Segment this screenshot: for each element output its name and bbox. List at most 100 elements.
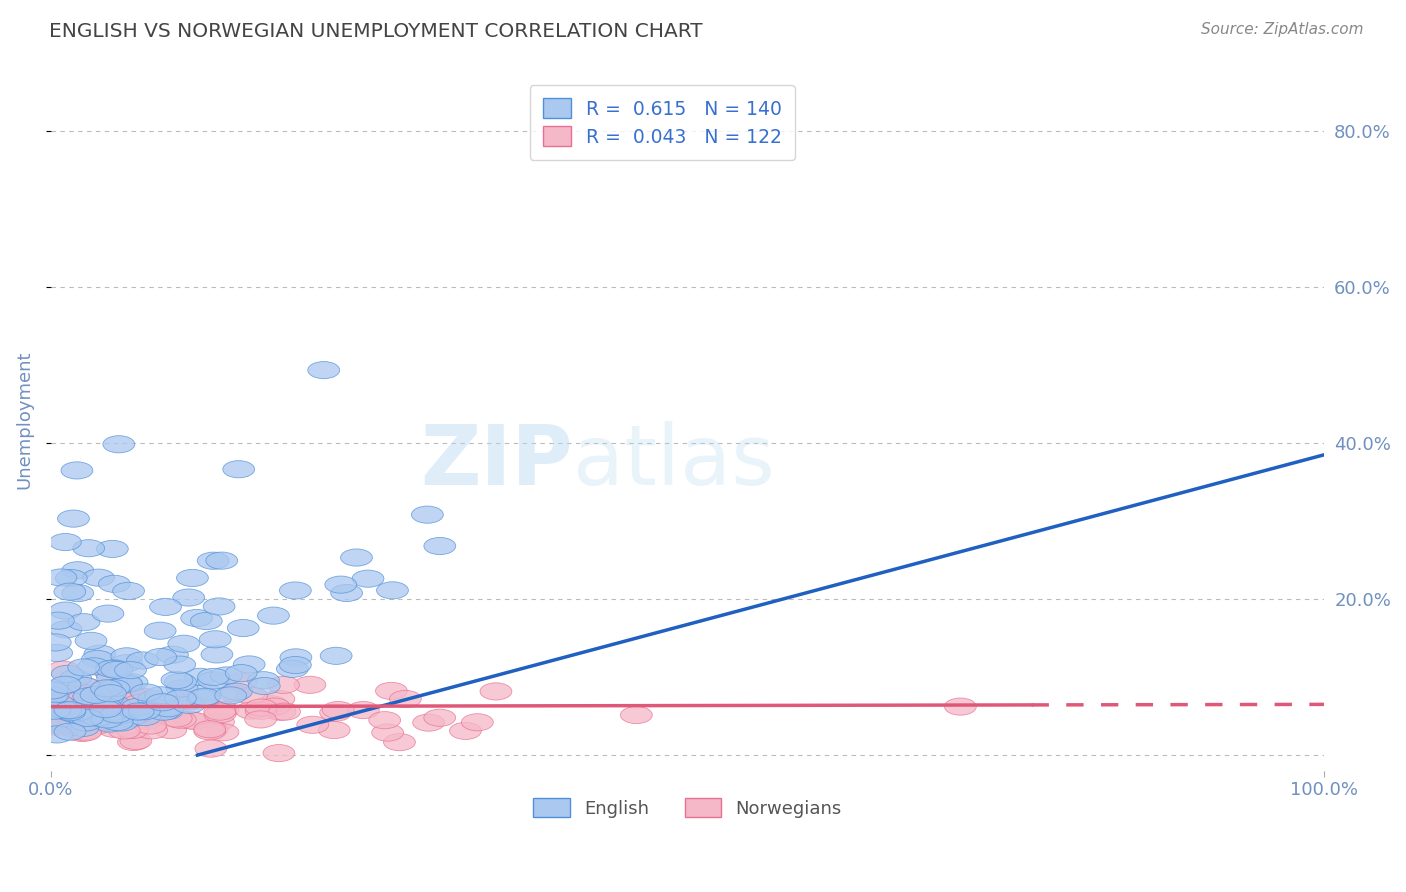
Ellipse shape [277,660,308,677]
Ellipse shape [100,706,132,723]
Ellipse shape [98,680,129,697]
Ellipse shape [89,694,121,711]
Ellipse shape [124,694,156,712]
Ellipse shape [83,709,114,726]
Ellipse shape [122,698,153,715]
Ellipse shape [194,723,225,739]
Ellipse shape [201,646,233,663]
Ellipse shape [69,723,101,741]
Ellipse shape [83,569,114,586]
Ellipse shape [117,688,148,705]
Ellipse shape [37,681,69,699]
Ellipse shape [41,726,73,743]
Ellipse shape [222,460,254,478]
Ellipse shape [165,673,197,690]
Y-axis label: Unemployment: Unemployment [15,351,32,489]
Ellipse shape [115,705,148,722]
Ellipse shape [112,582,145,599]
Ellipse shape [48,710,80,728]
Ellipse shape [204,706,236,723]
Ellipse shape [218,685,250,702]
Ellipse shape [49,533,82,550]
Ellipse shape [122,703,155,720]
Ellipse shape [82,650,114,667]
Ellipse shape [41,644,73,662]
Ellipse shape [42,612,75,629]
Ellipse shape [294,676,326,693]
Ellipse shape [197,672,229,689]
Ellipse shape [120,709,152,727]
Ellipse shape [145,622,176,640]
Ellipse shape [245,711,277,728]
Ellipse shape [207,701,239,719]
Ellipse shape [90,698,121,715]
Ellipse shape [225,665,257,681]
Ellipse shape [145,687,177,704]
Ellipse shape [148,703,180,721]
Ellipse shape [49,710,82,727]
Ellipse shape [67,614,100,631]
Ellipse shape [160,710,193,727]
Ellipse shape [190,684,221,701]
Ellipse shape [412,714,444,731]
Ellipse shape [117,722,148,739]
Ellipse shape [77,685,110,702]
Ellipse shape [225,673,257,690]
Ellipse shape [111,674,142,692]
Ellipse shape [423,538,456,555]
Ellipse shape [38,713,69,731]
Ellipse shape [325,576,357,593]
Ellipse shape [249,677,280,695]
Ellipse shape [49,676,82,693]
Ellipse shape [96,660,128,677]
Ellipse shape [44,679,75,697]
Ellipse shape [195,740,226,757]
Ellipse shape [479,683,512,700]
Ellipse shape [389,690,422,707]
Ellipse shape [181,609,212,626]
Ellipse shape [207,723,239,741]
Ellipse shape [330,584,363,601]
Ellipse shape [58,700,90,717]
Ellipse shape [37,687,69,705]
Ellipse shape [105,714,138,731]
Ellipse shape [53,723,86,740]
Ellipse shape [98,575,131,592]
Ellipse shape [247,672,280,689]
Ellipse shape [70,706,103,723]
Ellipse shape [100,694,132,712]
Ellipse shape [60,462,93,479]
Ellipse shape [412,506,443,524]
Ellipse shape [42,701,75,718]
Ellipse shape [173,589,205,606]
Ellipse shape [197,721,228,739]
Ellipse shape [51,621,82,638]
Ellipse shape [77,657,110,675]
Ellipse shape [167,635,200,652]
Ellipse shape [190,613,222,630]
Ellipse shape [59,706,90,723]
Ellipse shape [131,684,162,701]
Ellipse shape [45,569,77,586]
Ellipse shape [269,703,301,720]
Ellipse shape [91,680,124,697]
Ellipse shape [37,705,69,723]
Ellipse shape [51,702,83,719]
Ellipse shape [167,691,198,709]
Ellipse shape [263,690,295,707]
Ellipse shape [340,549,373,566]
Ellipse shape [66,700,97,717]
Ellipse shape [90,700,121,718]
Ellipse shape [100,703,132,720]
Ellipse shape [280,582,311,599]
Ellipse shape [55,688,87,705]
Ellipse shape [236,702,267,719]
Ellipse shape [221,683,252,700]
Ellipse shape [108,722,141,739]
Ellipse shape [58,697,90,714]
Ellipse shape [67,719,98,737]
Ellipse shape [41,698,73,715]
Ellipse shape [98,660,131,677]
Ellipse shape [125,693,157,710]
Ellipse shape [63,704,94,722]
